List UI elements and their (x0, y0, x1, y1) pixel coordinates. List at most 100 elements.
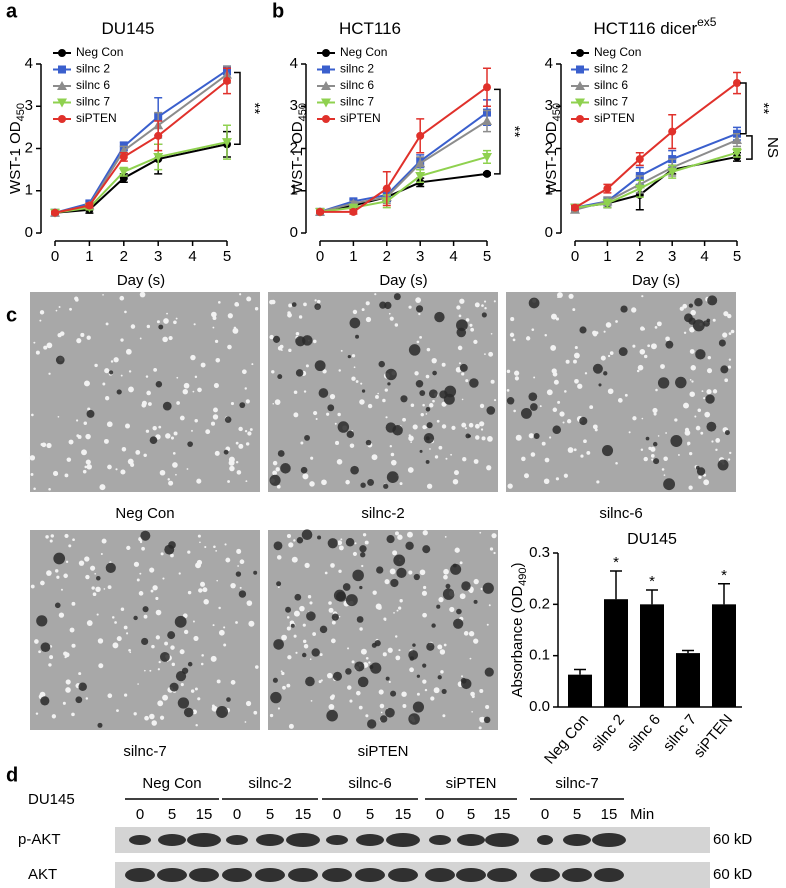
texture (383, 483, 389, 489)
texture (246, 296, 252, 302)
texture (528, 297, 540, 309)
texture (458, 314, 462, 318)
texture (149, 436, 158, 445)
x-tick-label: 3 (416, 248, 424, 265)
texture (525, 336, 531, 341)
texture (96, 613, 99, 616)
texture (481, 436, 486, 441)
texture (365, 439, 372, 446)
texture (562, 421, 565, 424)
texture (461, 581, 471, 591)
texture (272, 460, 278, 466)
texture (361, 308, 365, 312)
texture (620, 305, 628, 313)
panel-label: a (6, 0, 18, 22)
texture (237, 565, 239, 567)
texture (298, 315, 303, 319)
texture (377, 605, 382, 610)
texture (126, 545, 131, 551)
texture (162, 336, 168, 343)
texture (179, 649, 185, 655)
marker (119, 152, 128, 161)
texture (394, 635, 398, 638)
texture (493, 551, 496, 555)
texture (149, 567, 155, 573)
texture (351, 660, 355, 664)
texture (227, 480, 230, 483)
time-label: 5 (168, 806, 176, 823)
texture (487, 436, 493, 442)
texture (359, 627, 363, 631)
marker (602, 199, 613, 209)
texture (692, 319, 705, 332)
texture (727, 365, 732, 369)
group-label: siPTEN (446, 775, 497, 792)
texture (192, 390, 195, 393)
texture (296, 537, 304, 544)
texture (318, 388, 329, 398)
legend-label: silnc 6 (340, 78, 374, 92)
texture (319, 625, 328, 634)
texture (290, 623, 295, 628)
texture (409, 667, 414, 673)
texture (164, 641, 169, 646)
texture (437, 675, 442, 680)
texture (172, 451, 176, 455)
texture (729, 451, 732, 455)
x-tick-label: 1 (85, 248, 93, 265)
texture (182, 613, 188, 619)
texture (439, 649, 446, 655)
texture (194, 419, 198, 423)
texture (96, 575, 101, 581)
texture (607, 388, 614, 395)
texture (385, 676, 390, 681)
blot-band (594, 868, 624, 882)
texture (214, 339, 219, 344)
texture (244, 429, 248, 433)
texture (40, 642, 51, 653)
texture (64, 533, 69, 539)
texture (165, 433, 171, 439)
texture (408, 305, 412, 309)
texture (168, 335, 173, 341)
texture (379, 301, 387, 309)
texture (637, 364, 644, 371)
texture (425, 413, 428, 415)
texture (643, 354, 648, 359)
texture (229, 465, 235, 472)
texture (101, 538, 107, 544)
texture (416, 692, 420, 696)
texture (201, 654, 204, 657)
annotation: NS (764, 137, 781, 158)
texture (432, 370, 437, 376)
texture (426, 483, 433, 489)
texture (574, 346, 578, 350)
texture (433, 687, 440, 694)
texture (133, 561, 140, 567)
texture (550, 344, 557, 351)
texture (374, 293, 377, 296)
texture (291, 302, 297, 307)
texture (399, 599, 403, 603)
texture (514, 370, 520, 376)
texture (378, 360, 385, 368)
texture (183, 382, 190, 389)
texture (39, 319, 42, 322)
texture (186, 468, 189, 470)
texture (382, 652, 387, 657)
texture (697, 408, 702, 413)
texture (120, 469, 126, 475)
y-tick-label: 2 (545, 139, 553, 156)
texture (81, 449, 87, 456)
texture (565, 359, 570, 364)
texture (596, 480, 600, 484)
texture (85, 433, 91, 440)
texture (389, 444, 393, 448)
texture (337, 540, 343, 546)
texture (291, 556, 298, 563)
texture (544, 333, 547, 337)
texture (396, 567, 407, 578)
texture (317, 535, 322, 540)
texture (573, 448, 577, 452)
marker (415, 171, 426, 181)
